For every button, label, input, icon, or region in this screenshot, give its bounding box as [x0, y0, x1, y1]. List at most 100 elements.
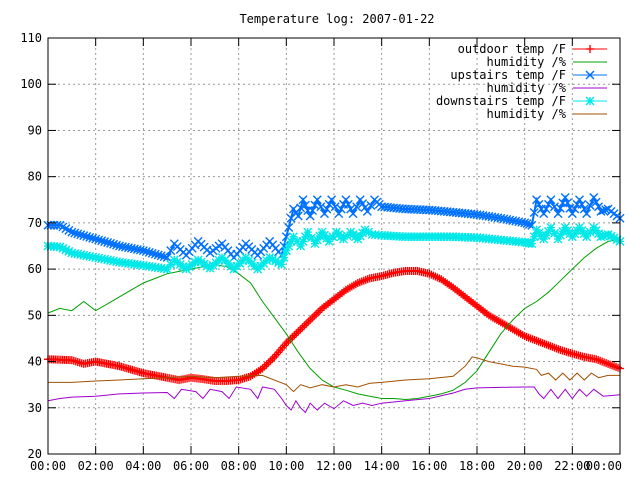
data-point-marker	[70, 228, 80, 238]
data-point-marker	[591, 197, 601, 207]
data-point-marker	[94, 235, 104, 245]
data-point-marker	[341, 195, 351, 205]
data-point-marker	[544, 199, 553, 209]
data-point-marker	[324, 199, 334, 209]
x-tick-label: 06:00	[173, 459, 209, 473]
data-point-marker	[79, 231, 89, 241]
x-tick-label: 00:00	[30, 459, 66, 473]
data-point-marker	[582, 232, 592, 242]
data-point-marker	[577, 199, 587, 209]
x-tick-label: 10:00	[268, 459, 304, 473]
data-point-marker	[88, 233, 98, 243]
y-tick-label: 90	[28, 123, 42, 137]
data-point-marker	[305, 211, 315, 221]
legend-label: humidity /%	[487, 81, 567, 95]
data-point-marker	[316, 202, 326, 212]
data-point-marker	[312, 195, 322, 205]
data-point-marker	[527, 239, 537, 249]
x-tick-label: 16:00	[411, 459, 447, 473]
data-point-marker	[532, 195, 542, 205]
grid-lines	[48, 38, 620, 454]
data-point-marker	[106, 238, 116, 248]
data-point-marker	[303, 227, 313, 237]
data-point-marker	[327, 195, 337, 205]
data-point-marker	[582, 209, 592, 219]
axis-ticks: 20 30 40 50 60 70 80 90 100 110 00:00 02:00 04:00 06:…	[20, 31, 622, 473]
series-downstairs-humidity	[48, 356, 620, 393]
data-point-marker	[574, 195, 584, 205]
series-lines	[43, 192, 625, 414]
data-point-marker	[324, 236, 334, 246]
series-upstairs-humidity	[47, 386, 621, 414]
data-point-marker	[293, 211, 303, 221]
data-point-marker	[567, 209, 577, 219]
data-point-marker	[585, 70, 595, 80]
data-point-marker	[362, 206, 372, 216]
data-point-marker	[570, 204, 580, 214]
y-tick-label: 100	[20, 77, 42, 91]
data-point-marker	[103, 238, 113, 248]
data-point-marker	[585, 227, 595, 237]
x-tick-label: 22:00	[554, 459, 590, 473]
data-point-marker	[585, 96, 595, 106]
data-point-marker	[67, 227, 77, 237]
data-point-marker	[288, 232, 298, 242]
data-point-marker	[546, 223, 556, 233]
data-point-marker	[153, 250, 163, 260]
data-point-marker	[546, 195, 556, 205]
data-point-marker	[109, 239, 119, 249]
data-point-marker	[336, 204, 346, 214]
data-point-marker	[517, 217, 527, 227]
data-point-marker	[524, 219, 534, 229]
y-tick-label: 40	[28, 355, 42, 369]
y-tick-label: 60	[28, 262, 42, 276]
data-point-marker	[319, 209, 329, 219]
data-point-marker	[589, 192, 599, 202]
data-point-marker	[539, 209, 549, 219]
series-line	[48, 356, 620, 393]
legend-label: humidity /%	[487, 107, 567, 121]
data-point-marker	[298, 236, 308, 246]
y-tick-label: 20	[28, 447, 42, 461]
data-point-marker	[166, 246, 176, 256]
data-point-marker	[76, 230, 86, 240]
data-point-marker	[162, 253, 172, 263]
data-point-marker	[284, 223, 294, 233]
data-point-marker	[150, 249, 160, 259]
data-point-marker	[555, 203, 565, 213]
data-point-marker	[366, 201, 376, 211]
x-tick-label: 12:00	[316, 459, 352, 473]
series-downstairs-temp	[43, 223, 625, 274]
y-tick-label: 80	[28, 170, 42, 184]
data-point-marker	[73, 229, 83, 239]
data-point-marker	[141, 246, 151, 256]
data-point-marker	[330, 202, 340, 212]
data-point-marker	[144, 247, 154, 257]
legend-label: outdoor temp /F	[458, 42, 566, 56]
data-point-marker	[322, 204, 332, 214]
x-tick-label: 00:00	[586, 459, 622, 473]
x-tick-label: 04:00	[125, 459, 161, 473]
data-point-marker	[585, 201, 595, 211]
data-point-marker	[138, 246, 148, 256]
chart-title: Temperature log: 2007-01-22	[239, 12, 434, 26]
data-point-marker	[97, 236, 107, 246]
data-point-marker	[541, 204, 551, 214]
series-line	[47, 386, 621, 414]
data-point-marker	[560, 192, 570, 202]
data-point-marker	[586, 45, 594, 53]
data-point-marker	[162, 264, 172, 274]
data-point-marker	[82, 231, 92, 241]
x-tick-label: 14:00	[364, 459, 400, 473]
data-point-marker	[306, 233, 316, 243]
data-point-marker	[310, 239, 320, 249]
y-tick-label: 50	[28, 308, 42, 322]
data-point-marker	[279, 253, 289, 263]
y-tick-label: 70	[28, 216, 42, 230]
data-point-marker	[553, 209, 563, 219]
data-point-marker	[100, 237, 110, 247]
data-point-marker	[156, 251, 166, 261]
legend-label: humidity /%	[487, 55, 567, 69]
